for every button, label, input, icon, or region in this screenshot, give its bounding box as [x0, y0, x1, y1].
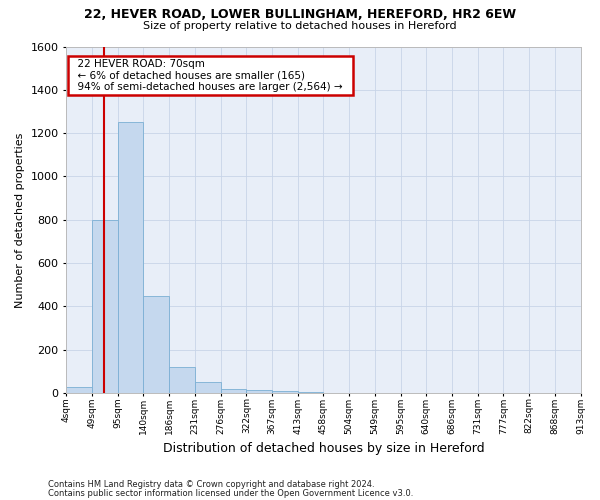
- Bar: [67, 386, 92, 393]
- Text: 22 HEVER ROAD: 70sqm  
  ← 6% of detached houses are smaller (165)  
  94% of se: 22 HEVER ROAD: 70sqm ← 6% of detached ho…: [71, 58, 350, 92]
- Bar: [272, 391, 298, 393]
- Bar: [169, 367, 195, 393]
- Bar: [195, 382, 221, 393]
- Bar: [118, 122, 143, 393]
- X-axis label: Distribution of detached houses by size in Hereford: Distribution of detached houses by size …: [163, 442, 484, 455]
- Bar: [246, 390, 272, 393]
- Bar: [143, 296, 169, 393]
- Text: 22, HEVER ROAD, LOWER BULLINGHAM, HEREFORD, HR2 6EW: 22, HEVER ROAD, LOWER BULLINGHAM, HEREFO…: [84, 8, 516, 20]
- Text: Contains HM Land Registry data © Crown copyright and database right 2024.: Contains HM Land Registry data © Crown c…: [48, 480, 374, 489]
- Text: Size of property relative to detached houses in Hereford: Size of property relative to detached ho…: [143, 21, 457, 31]
- Y-axis label: Number of detached properties: Number of detached properties: [15, 132, 25, 308]
- Bar: [221, 389, 246, 393]
- Text: Contains public sector information licensed under the Open Government Licence v3: Contains public sector information licen…: [48, 488, 413, 498]
- Bar: [92, 220, 118, 393]
- Bar: [298, 392, 323, 393]
